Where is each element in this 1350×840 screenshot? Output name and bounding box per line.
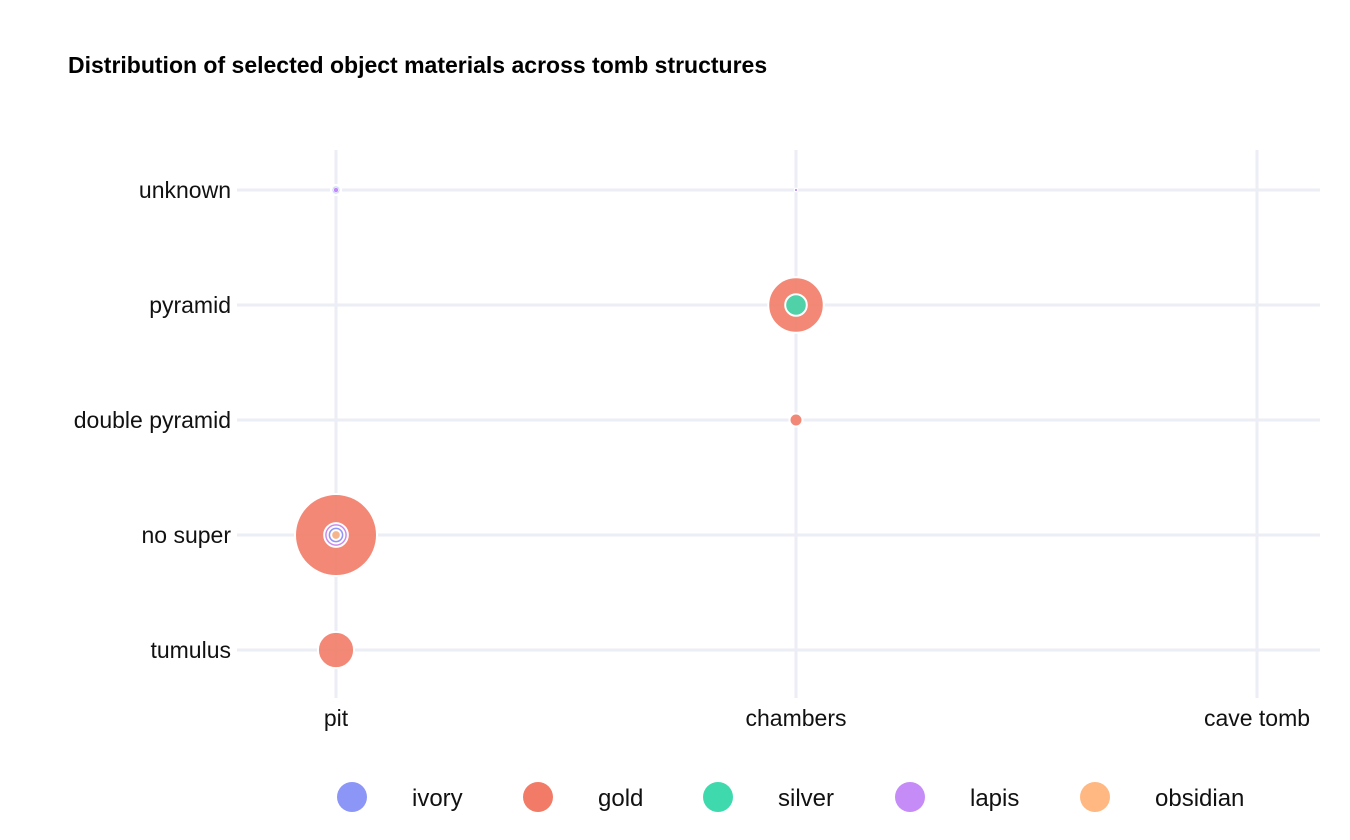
y-tick-label-double-pyramid: double pyramid — [74, 407, 231, 433]
legend-swatch-gold — [523, 782, 553, 812]
legend-label-silver: silver — [778, 785, 834, 812]
legend-item-ivory: ivory — [337, 782, 463, 812]
bubble-silver-chambers-pyramid — [784, 293, 808, 317]
y-tick-label-tumulus: tumulus — [150, 637, 231, 663]
bubble-gold-chambers-double-pyramid — [788, 412, 804, 428]
legend-swatch-lapis — [895, 782, 925, 812]
legend-swatch-obsidian — [1080, 782, 1110, 812]
bubble-lapis-pit-unknown — [332, 186, 340, 194]
grid-lines — [237, 150, 1320, 698]
legend-item-obsidian: obsidian — [1080, 782, 1244, 812]
legend: ivory gold silver lapis obsidian — [337, 782, 1244, 812]
axis-tick-labels: pit chambers cave tomb tumulus no super doubl… — [74, 177, 1310, 731]
legend-item-silver: silver — [703, 782, 834, 812]
y-tick-label-pyramid: pyramid — [149, 292, 231, 318]
legend-item-gold: gold — [523, 782, 643, 812]
y-tick-label-no-super: no super — [141, 522, 231, 548]
bubble-obsidian-pit-no-super — [330, 529, 342, 541]
legend-swatch-silver — [703, 782, 733, 812]
x-tick-label-chambers: chambers — [746, 705, 847, 731]
legend-label-obsidian: obsidian — [1155, 785, 1244, 812]
y-tick-label-unknown: unknown — [139, 177, 231, 203]
chart-title: Distribution of selected object material… — [68, 52, 768, 78]
legend-item-lapis: lapis — [895, 782, 1019, 812]
legend-label-lapis: lapis — [970, 785, 1019, 812]
legend-label-gold: gold — [598, 785, 643, 812]
bubble-lapis-chambers-unknown — [794, 188, 798, 192]
bubble-gold-pit-tumulus — [316, 630, 356, 670]
x-tick-label-pit: pit — [324, 705, 349, 731]
legend-label-ivory: ivory — [412, 785, 463, 812]
bubbles — [294, 183, 825, 670]
x-tick-label-cave-tomb: cave tomb — [1204, 705, 1310, 731]
legend-swatch-ivory — [337, 782, 367, 812]
